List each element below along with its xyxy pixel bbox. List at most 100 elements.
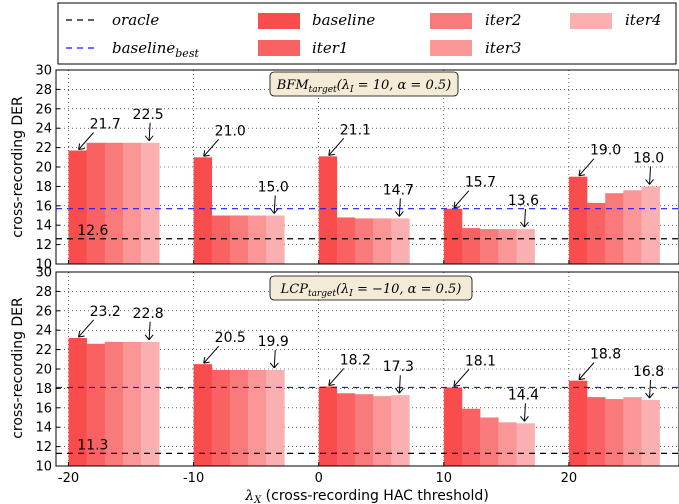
bottom-ann-first-g2: 18.2	[340, 352, 371, 368]
bottom-ann-first-head-g1	[203, 357, 210, 364]
legend-baseline-swatch	[258, 13, 300, 29]
bottom-bar-g0-s1	[86, 343, 106, 466]
bottom-xtick-label: 10	[436, 471, 453, 486]
bottom-ann-last-arrow-g2	[398, 375, 401, 394]
bottom-ann-first-head-g2	[328, 379, 335, 386]
bottom-ann-first-arrow-g3	[453, 369, 470, 387]
top-ann-last-g4: 18.0	[633, 150, 664, 166]
top-ann-first-g1: 21.0	[215, 123, 246, 139]
top-ann-last-g1: 15.0	[258, 180, 289, 196]
bottom-ann-first-head-g4	[578, 373, 586, 381]
top-ytick-label: 28	[35, 83, 52, 98]
top-ann-last-head-g0	[144, 135, 154, 142]
top-ytick-label: 16	[35, 199, 52, 214]
top-bar-g3-s4	[516, 229, 535, 264]
top-bar-g2-s3	[373, 218, 392, 264]
legend: oracle baselinebest baseline iter1 iter2…	[57, 2, 677, 65]
top-bar-g2-s0	[318, 156, 338, 264]
top-ann-first-arrow-g2	[328, 137, 345, 156]
panel-top-ylabel: cross-recording DER	[10, 96, 26, 238]
bottom-ytick-label: 30	[35, 266, 52, 281]
bottom-bar-g1-s1	[211, 369, 231, 466]
panel-bottom-title: LCPtarget(λI = −10, α = 0.5)	[269, 275, 473, 301]
bottom-ann-last-g3: 14.4	[508, 387, 539, 403]
x-axis-label: λX (cross-recording HAC threshold)	[244, 488, 489, 504]
panel-bottom-title-text: LCPtarget(λI = −10, α = 0.5)	[280, 282, 462, 299]
bottom-ytick-label: 12	[35, 440, 52, 455]
bottom-ann-last-arrow-g3	[523, 403, 526, 422]
bottom-ytick-label: 24	[35, 324, 52, 339]
bottom-bar-g3-s3	[498, 422, 517, 466]
panel-bottom-ylabel: cross-recording DER	[10, 297, 26, 439]
top-bar-g1-s3	[248, 215, 267, 264]
bottom-ann-last-head-g2	[394, 387, 404, 394]
top-bar-g4-s3	[623, 190, 642, 264]
top-ann-last-g2: 14.7	[383, 182, 414, 198]
bottom-ann-first-arrow-g2	[328, 368, 345, 386]
bottom-ytick-label: 16	[35, 401, 52, 416]
bottom-bar-g0-s2	[104, 341, 124, 466]
top-bar-g2-s4	[391, 218, 410, 264]
legend-iter3-label: iter3	[485, 39, 521, 57]
top-bar-g4-s1	[587, 202, 606, 264]
legend-iter2-swatch	[430, 13, 472, 29]
top-ytick-label: 14	[35, 219, 52, 234]
bottom-ytick-label: 20	[35, 363, 52, 378]
bottom-ann-first-g3: 18.1	[465, 353, 496, 369]
top-bar-g1-s1	[211, 215, 231, 264]
panel-bottom: 11.3 23.2 22.8 20.5 19.9 18.2 17.3 18.1 14.4 18.8…	[35, 266, 679, 486]
top-bar-g0-s2	[104, 142, 124, 264]
bottom-bar-g0-s3	[122, 341, 142, 466]
bottom-ann-first-g4: 18.8	[590, 347, 621, 363]
bottom-ann-first-arrow-g0	[78, 319, 94, 338]
bottom-ann-last-arrow-g4	[649, 380, 652, 399]
bottom-xtick-label: -10	[183, 471, 204, 486]
bottom-ytick-label: 14	[35, 421, 52, 436]
legend-iter2-label: iter2	[485, 11, 521, 29]
top-ytick-label: 26	[35, 102, 52, 117]
top-bar-g4-s4	[641, 186, 660, 264]
bottom-xtick-label: 20	[561, 471, 578, 486]
legend-baseline-best-label: baselinebest	[112, 39, 199, 60]
bottom-bar-g1-s4	[266, 369, 285, 466]
bottom-ann-last-head-g4	[645, 392, 654, 399]
bottom-bar-g4-s1	[587, 397, 606, 466]
bottom-bar-g3-s1	[461, 408, 481, 466]
top-bar-g2-s2	[354, 218, 374, 264]
top-bar-g0-s1	[86, 142, 106, 264]
bottom-bar-g3-s4	[516, 423, 535, 466]
bottom-bar-g2-s0	[318, 386, 338, 466]
top-bar-g3-s0	[443, 208, 463, 264]
top-ann-first-arrow-g1	[203, 138, 220, 157]
bottom-bar-g1-s0	[193, 364, 213, 466]
legend-iter3-swatch	[430, 40, 472, 56]
top-bar-g0-s0	[68, 150, 87, 264]
top-ytick-label: 22	[35, 141, 52, 156]
top-bar-g0-s4	[141, 142, 160, 264]
top-ytick-label: 10	[35, 258, 52, 273]
bottom-ann-first-arrow-g1	[203, 345, 220, 364]
bottom-ann-last-g1: 19.9	[258, 334, 289, 350]
bottom-ann-first-g1: 20.5	[215, 330, 246, 346]
bottom-bar-g4-s0	[568, 380, 588, 466]
top-ann-last-arrow-g0	[148, 122, 151, 141]
bottom-ann-last-g0: 22.8	[133, 306, 164, 322]
top-ann-last-arrow-g4	[649, 166, 652, 185]
bottom-bar-g1-s3	[248, 369, 267, 466]
panel-top-title: BFMtarget(λI = 10, α = 0.5)	[269, 71, 459, 97]
top-ann-first-head-g0	[78, 143, 85, 151]
bottom-ann-last-arrow-g0	[148, 321, 151, 340]
top-ann-first-g2: 21.1	[340, 122, 371, 138]
bottom-ann-last-g4: 16.8	[633, 364, 664, 380]
top-bar-g1-s4	[266, 215, 285, 264]
bottom-ann-last-arrow-g1	[273, 349, 276, 368]
bottom-bar-g4-s3	[623, 397, 642, 466]
top-ann-last-arrow-g1	[273, 195, 276, 214]
bottom-ann-last-head-g3	[520, 416, 529, 422]
panel-top-title-text: BFMtarget(λI = 10, α = 0.5)	[276, 78, 451, 95]
panel-bottom-title-box	[269, 275, 473, 301]
legend-iter4-swatch	[570, 13, 612, 29]
bottom-bar-g2-s1	[336, 393, 356, 466]
top-ann-last-arrow-g2	[398, 198, 401, 217]
top-ann-last-head-g4	[645, 179, 654, 185]
